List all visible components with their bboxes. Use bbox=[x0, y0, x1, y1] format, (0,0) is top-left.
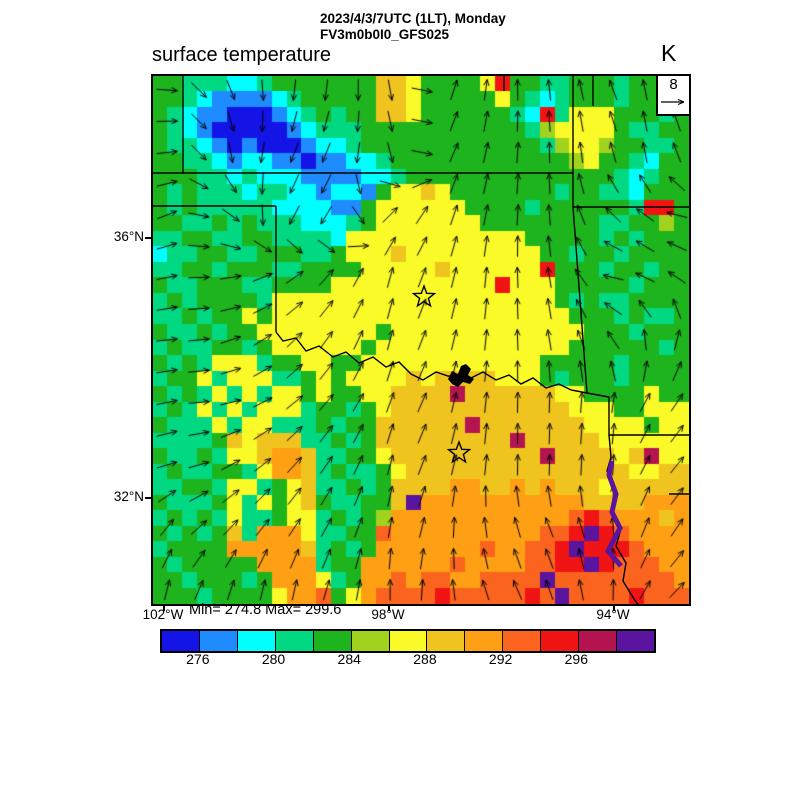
lon-tick-label: 94°W bbox=[596, 607, 630, 622]
lon-tick bbox=[613, 605, 615, 611]
colorbar-tick-label: 276 bbox=[186, 651, 210, 667]
colorbar-segment bbox=[350, 631, 389, 651]
temperature-field bbox=[153, 76, 689, 604]
colorbar-segment bbox=[198, 631, 237, 651]
plot-title: surface temperature bbox=[152, 44, 331, 66]
city-star-markers bbox=[411, 283, 472, 464]
figure-datetime-title: 2023/4/3/7UTC (1LT), Monday bbox=[320, 11, 506, 26]
colorbar-segment bbox=[616, 631, 654, 651]
colorbar-segment bbox=[540, 631, 579, 651]
lake-blob bbox=[448, 364, 474, 387]
colorbar-tick-label: 292 bbox=[488, 651, 513, 667]
lat-tick-label: 36°N bbox=[113, 229, 144, 244]
colorbar-tick-label: 288 bbox=[413, 651, 437, 667]
colorbar-segment bbox=[464, 631, 503, 651]
colorbar-segment bbox=[388, 631, 427, 651]
map-overlay bbox=[153, 76, 689, 604]
state-borders bbox=[153, 76, 689, 604]
figure-model-title: FV3m0b0I0_GFS025 bbox=[320, 27, 450, 42]
lat-tick-label: 32°N bbox=[113, 489, 144, 504]
wind-reference-arrow-icon bbox=[661, 98, 685, 106]
lon-tick-label: 102°W bbox=[142, 607, 184, 622]
minmax-label: Min= 274.8 Max= 299.6 bbox=[189, 602, 342, 618]
colorbar-segment bbox=[312, 631, 351, 651]
colorbar-tick-label: 284 bbox=[337, 651, 361, 667]
colorbar-tick-label: 280 bbox=[261, 651, 286, 667]
lon-tick bbox=[388, 605, 390, 611]
colorbar-segment bbox=[502, 631, 541, 651]
colorbar-segment bbox=[426, 631, 465, 651]
colorbar bbox=[160, 629, 656, 653]
colorbar-segment bbox=[162, 631, 199, 651]
colorbar-tick-labels: 276 280 284 288 292 296 bbox=[160, 651, 652, 669]
colorbar-tick-label: 296 bbox=[564, 651, 588, 667]
lon-tick-label: 98°W bbox=[371, 607, 405, 622]
lat-tick bbox=[145, 497, 152, 499]
cold-river-pixels bbox=[604, 460, 623, 568]
colorbar-segment bbox=[274, 631, 313, 651]
lat-tick bbox=[145, 237, 152, 239]
colorbar-segment bbox=[578, 631, 617, 651]
wind-reference-value: 8 bbox=[669, 76, 678, 93]
unit-label: K bbox=[661, 40, 677, 66]
map-panel: 8 bbox=[151, 74, 691, 606]
wind-reference-box: 8 bbox=[656, 74, 691, 116]
colorbar-segment bbox=[236, 631, 275, 651]
lon-tick bbox=[163, 605, 165, 611]
